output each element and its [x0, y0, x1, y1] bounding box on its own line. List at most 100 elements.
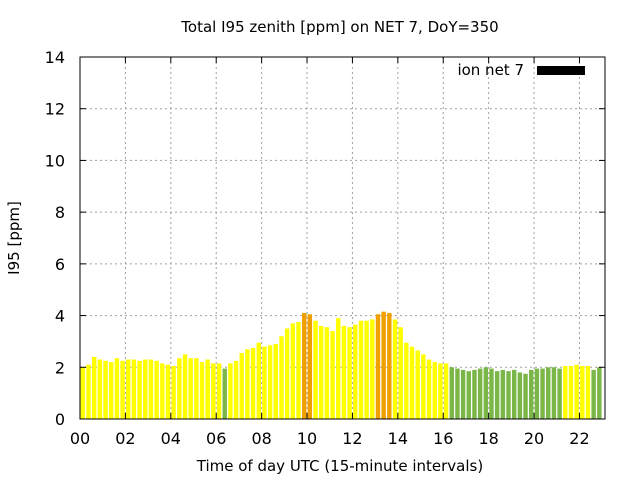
grid	[80, 57, 605, 419]
y-tick-label: 2	[55, 358, 65, 377]
bar	[477, 368, 483, 419]
bar	[517, 372, 523, 419]
bar	[511, 369, 517, 419]
bar	[392, 319, 398, 419]
y-tick-label: 4	[55, 307, 65, 326]
bar	[432, 362, 437, 419]
x-tick-label: 10	[297, 429, 317, 448]
x-tick-label: 02	[115, 429, 135, 448]
bar	[143, 359, 148, 419]
bar	[375, 314, 381, 419]
bar	[194, 358, 199, 419]
bar	[319, 325, 324, 419]
bar	[182, 354, 188, 419]
bar	[256, 342, 261, 419]
bar	[347, 327, 352, 419]
bar	[364, 320, 369, 419]
bar	[585, 365, 591, 419]
bar	[557, 368, 562, 419]
bar	[301, 312, 307, 419]
x-tick-label: 20	[524, 429, 544, 448]
x-tick-label: 14	[388, 429, 408, 448]
bar	[580, 365, 585, 419]
bar	[177, 358, 182, 419]
y-tick-label: 8	[55, 203, 65, 222]
bar	[148, 359, 154, 419]
bar	[154, 360, 159, 419]
bar	[97, 359, 103, 419]
bar	[483, 367, 489, 419]
bar	[284, 328, 290, 419]
bar	[546, 367, 551, 419]
bar	[426, 359, 432, 419]
bar	[409, 346, 415, 419]
x-tick-label: 12	[342, 429, 362, 448]
bar	[574, 364, 579, 419]
bar	[500, 369, 506, 419]
bar	[216, 363, 222, 419]
bar	[494, 371, 500, 419]
bar	[568, 365, 574, 419]
legend-label: ion net 7	[457, 61, 524, 79]
y-tick-label: 10	[45, 151, 65, 170]
bar	[415, 350, 420, 419]
bar	[199, 362, 205, 419]
bar	[239, 353, 244, 419]
y-tick-label: 14	[45, 48, 65, 67]
bar	[472, 369, 477, 419]
bar	[114, 358, 120, 419]
bar	[438, 363, 443, 419]
x-tick-label: 06	[206, 429, 226, 448]
bar	[205, 359, 210, 419]
bar	[506, 371, 511, 419]
plot-frame	[79, 56, 606, 420]
bar	[211, 363, 216, 419]
bar	[460, 369, 466, 419]
bar	[455, 368, 460, 419]
bars	[80, 311, 602, 419]
bar	[290, 323, 296, 419]
bar	[336, 318, 341, 419]
bar	[307, 314, 313, 419]
bar	[551, 367, 557, 419]
bar	[443, 363, 449, 419]
bar	[330, 331, 335, 419]
bar	[245, 349, 250, 419]
bar	[398, 327, 403, 419]
bar	[534, 368, 540, 419]
bar	[188, 358, 193, 419]
bar	[466, 371, 471, 419]
bar	[86, 364, 91, 419]
bar	[296, 322, 301, 419]
x-tick-label: 00	[70, 429, 90, 448]
bar	[120, 360, 125, 419]
bar	[523, 373, 528, 419]
chart-title: Total I95 zenith [ppm] on NET 7, DoY=350	[180, 18, 498, 36]
bar	[449, 367, 454, 419]
bar	[341, 325, 347, 419]
x-tick-label: 22	[569, 429, 589, 448]
bar	[171, 365, 176, 419]
y-tick-label: 12	[45, 100, 65, 119]
y-tick-label: 0	[55, 410, 65, 429]
bar	[273, 344, 279, 419]
bar	[489, 368, 494, 419]
bar	[233, 360, 239, 419]
x-tick-label: 16	[433, 429, 453, 448]
bar	[358, 320, 364, 419]
y-tick-label: 6	[55, 255, 65, 274]
bar	[387, 312, 392, 419]
bar	[324, 327, 330, 419]
bar	[109, 362, 114, 419]
bar	[370, 319, 375, 419]
x-tick-label: 08	[251, 429, 271, 448]
bar	[353, 324, 358, 419]
bar	[137, 360, 142, 419]
y-axis-label: I95 [ppm]	[5, 201, 23, 275]
bar	[160, 363, 165, 419]
legend-swatch	[537, 66, 585, 75]
x-tick-label: 04	[161, 429, 181, 448]
bar	[126, 359, 131, 419]
bar	[529, 369, 534, 419]
